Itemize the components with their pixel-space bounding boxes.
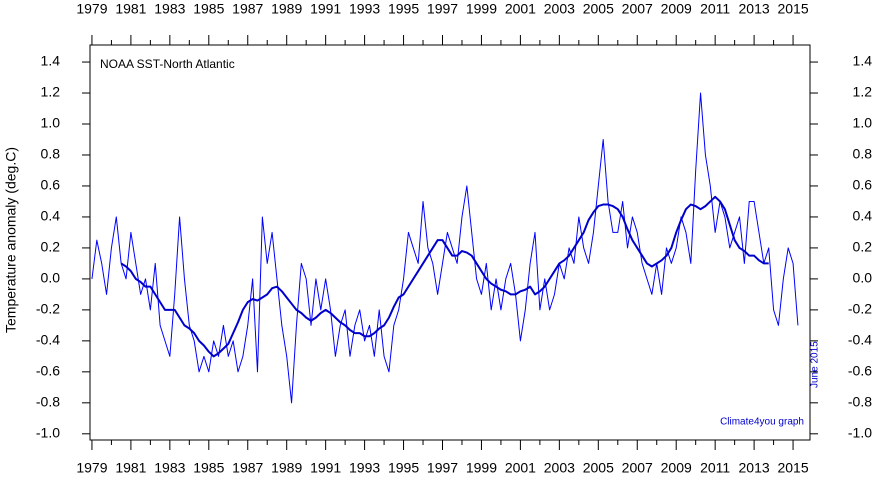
y-tick-label-right: -0.8 — [848, 394, 872, 410]
y-tick-label-right: 1.2 — [853, 84, 873, 100]
x-tick-label-top: 1999 — [466, 1, 497, 17]
y-tick-label: 0.0 — [41, 270, 61, 286]
source-annotation: Climate4you graph — [720, 417, 804, 428]
x-tick-label-top: 1979 — [76, 1, 107, 17]
y-tick-label: -0.8 — [36, 394, 60, 410]
x-tick-label: 1997 — [427, 460, 458, 476]
x-tick-label-top: 2001 — [505, 1, 536, 17]
x-tick-label-top: 1995 — [388, 1, 419, 17]
y-tick-label-right: -0.2 — [848, 301, 872, 317]
y-tick-label-right: 0.0 — [853, 270, 873, 286]
data-line — [91, 92, 799, 404]
x-tick-label: 2005 — [583, 460, 614, 476]
x-tick-label-top: 2011 — [700, 1, 730, 17]
y-tick-label-right: -0.4 — [848, 332, 872, 348]
y-tick-label-right: 0.6 — [853, 177, 873, 193]
y-axis-label: Temperature anomaly (deg.C) — [3, 147, 19, 333]
x-tick-label-top: 2007 — [622, 1, 653, 17]
y-tick-label: 0.2 — [41, 239, 61, 255]
y-tick-label-right: 1.4 — [853, 53, 873, 69]
x-tick-label: 2007 — [622, 460, 653, 476]
x-tick-label-top: 1987 — [232, 1, 263, 17]
x-tick-label: 1995 — [388, 460, 419, 476]
x-tick-label-top: 2013 — [739, 1, 770, 17]
x-tick-label: 1985 — [193, 460, 224, 476]
y-tick-label: 1.2 — [41, 84, 61, 100]
x-tick-label-top: 1983 — [154, 1, 185, 17]
data-line — [120, 195, 769, 358]
x-tick-label: 2013 — [739, 460, 770, 476]
x-tick-label: 1993 — [349, 460, 380, 476]
x-tick-label: 1983 — [154, 460, 185, 476]
y-tick-label-right: -1.0 — [848, 425, 872, 441]
x-tick-label: 1981 — [115, 460, 146, 476]
x-tick-label-top: 2009 — [661, 1, 692, 17]
y-tick-label-right: 0.8 — [853, 146, 873, 162]
x-tick-label-top: 2015 — [777, 1, 808, 17]
x-tick-label-top: 2005 — [583, 1, 614, 17]
x-tick-label: 2009 — [661, 460, 692, 476]
x-tick-label-top: 1993 — [349, 1, 380, 17]
x-tick-label: 2001 — [505, 460, 536, 476]
y-tick-label: -1.0 — [36, 425, 60, 441]
y-tick-label: 1.4 — [41, 53, 61, 69]
x-tick-label-top: 1997 — [427, 1, 458, 17]
x-tick-label: 1991 — [310, 460, 341, 476]
y-tick-label-right: -0.6 — [848, 363, 872, 379]
date-annotation: June 2015 — [810, 341, 821, 388]
y-tick-label: 0.4 — [41, 208, 61, 224]
x-tick-label: 1989 — [271, 460, 302, 476]
y-tick-label: 1.0 — [41, 115, 61, 131]
y-tick-label-right: 0.4 — [853, 208, 873, 224]
x-tick-label: 1979 — [76, 460, 107, 476]
y-tick-label: 0.6 — [41, 177, 61, 193]
x-tick-label: 2011 — [700, 460, 730, 476]
y-tick-label-right: 1.0 — [853, 115, 873, 131]
y-tick-label: -0.4 — [36, 332, 60, 348]
y-tick-label: -0.2 — [36, 301, 60, 317]
x-tick-label: 1987 — [232, 460, 263, 476]
x-tick-label-top: 1985 — [193, 1, 224, 17]
y-tick-label: 0.8 — [41, 146, 61, 162]
y-tick-label: -0.6 — [36, 363, 60, 379]
x-tick-label: 1999 — [466, 460, 497, 476]
x-tick-label-top: 1981 — [115, 1, 146, 17]
y-tick-label-right: 0.2 — [853, 239, 873, 255]
x-tick-label: 2015 — [777, 460, 808, 476]
x-tick-label-top: 1989 — [271, 1, 302, 17]
chart-title: NOAA SST-North Atlantic — [100, 57, 235, 71]
x-tick-label-top: 2003 — [544, 1, 575, 17]
x-tick-label-top: 1991 — [310, 1, 341, 17]
plot-frame — [89, 44, 811, 441]
x-tick-label: 2003 — [544, 460, 575, 476]
